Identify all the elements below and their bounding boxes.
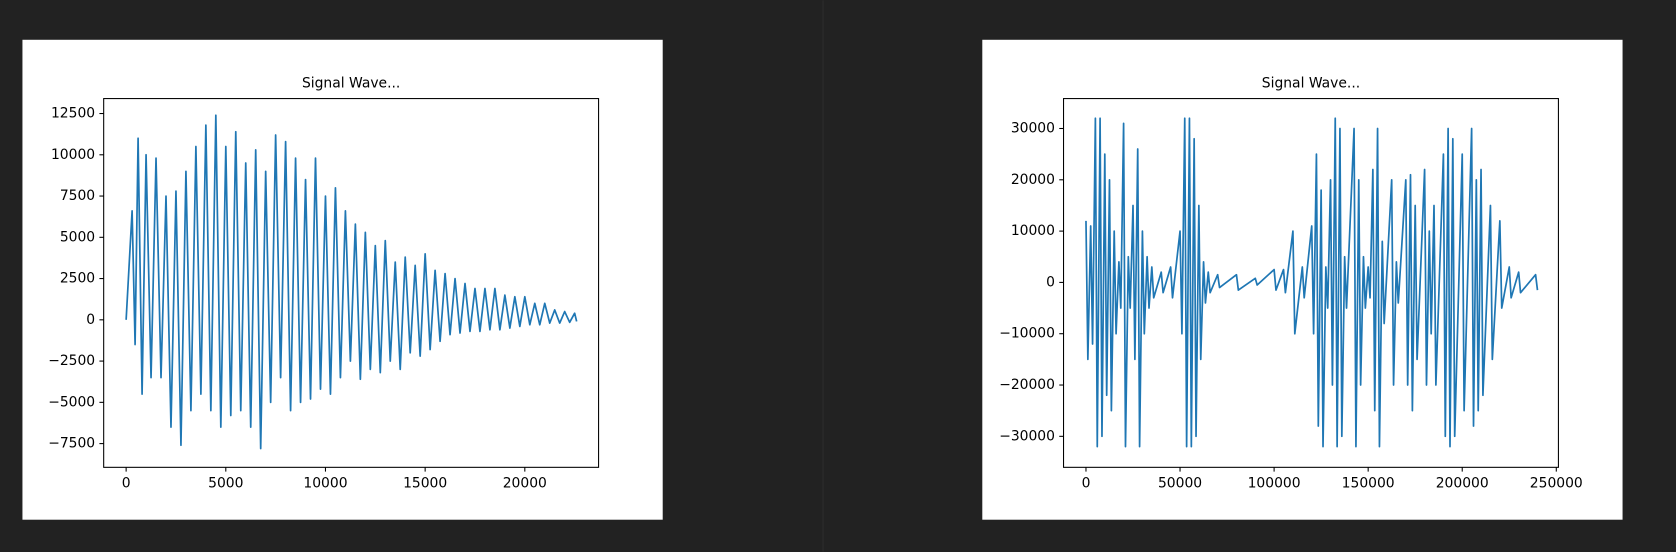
x-tick-label: 50000 [1158, 475, 1202, 491]
signal-line [1085, 117, 1539, 448]
chart-title: Signal Wave... [302, 76, 400, 92]
y-tick-label: 12500 [51, 106, 95, 122]
y-tick-label: 0 [1046, 274, 1055, 290]
y-tick-label: −5000 [48, 394, 95, 410]
x-tick-label: 250000 [1530, 475, 1583, 491]
x-tick-label: 10000 [303, 475, 347, 491]
y-tick-label: −7500 [48, 436, 95, 452]
y-tick-label: 30000 [1011, 120, 1055, 136]
y-tick-label: 10000 [1011, 223, 1055, 239]
x-tick-label: 0 [1082, 475, 1091, 491]
signal-line [125, 114, 578, 450]
y-tick-label: −10000 [999, 326, 1055, 342]
y-tick-label: 0 [86, 312, 95, 328]
y-tick-label: −30000 [999, 428, 1055, 444]
y-tick-label: 5000 [60, 229, 95, 245]
y-tick-label: 10000 [51, 147, 95, 163]
y-tick-label: 7500 [60, 188, 95, 204]
axes-frame [1062, 98, 1559, 468]
axes-frame [103, 98, 600, 468]
x-tick-label: 0 [122, 475, 131, 491]
x-tick-label: 5000 [208, 475, 243, 491]
x-tick-label: 20000 [503, 475, 547, 491]
chart-title: Signal Wave... [1262, 76, 1360, 92]
x-tick-label: 15000 [403, 475, 447, 491]
y-tick-label: −2500 [48, 353, 95, 369]
y-tick-label: −20000 [999, 377, 1055, 393]
y-tick-label: 20000 [1011, 172, 1055, 188]
y-tick-label: 2500 [60, 271, 95, 287]
x-tick-label: 200000 [1436, 475, 1489, 491]
x-tick-label: 150000 [1342, 475, 1395, 491]
x-tick-label: 100000 [1248, 475, 1301, 491]
